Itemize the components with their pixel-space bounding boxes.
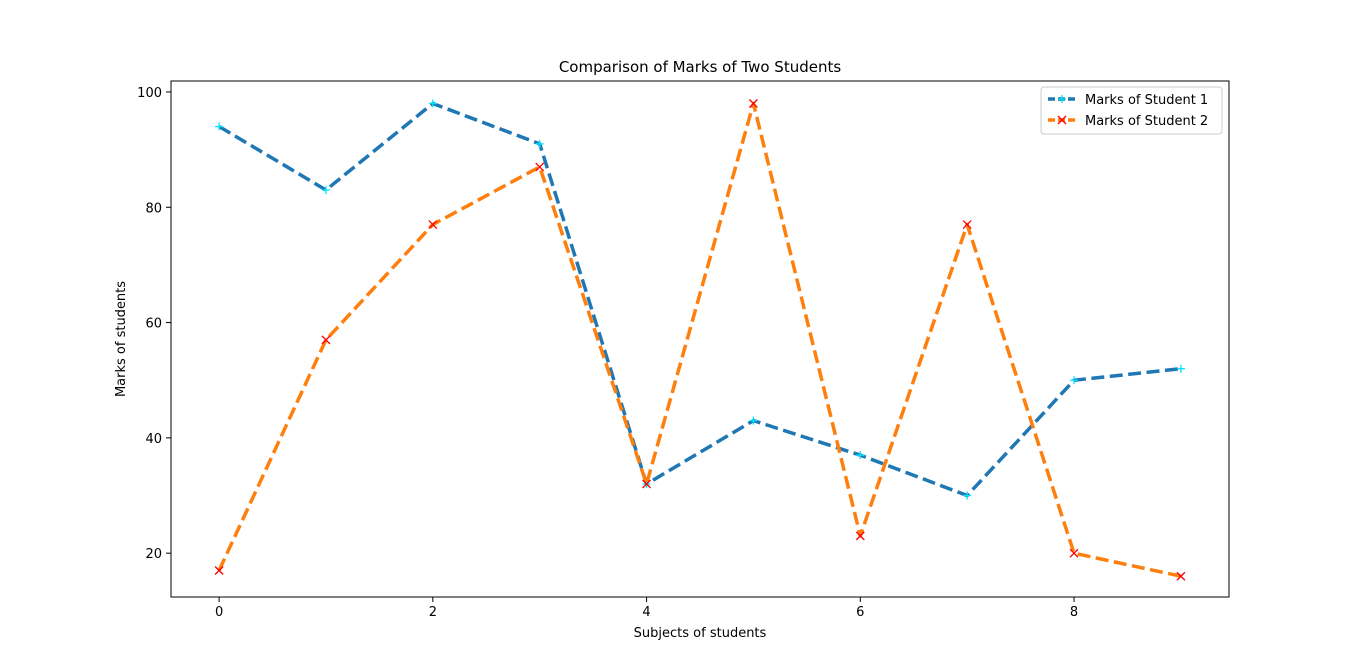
data-point-marker: [856, 451, 865, 460]
data-point-marker: [321, 185, 330, 194]
data-point-marker: [748, 99, 758, 108]
plot-area: [171, 81, 1229, 597]
data-point-marker: [1070, 376, 1079, 385]
data-point-marker: [1176, 571, 1186, 581]
data-point-marker: [749, 416, 758, 425]
data-point-marker: [535, 162, 545, 172]
y-tick-label: 60: [145, 317, 162, 332]
legend-box: [1040, 86, 1223, 135]
data-point-marker: [962, 220, 972, 230]
data-point-marker: [215, 122, 224, 131]
legend-label: Marks of Student 2: [1085, 114, 1208, 129]
y-axis-ticks: 20 40 60 80 100: [137, 86, 171, 562]
data-point-marker: [1069, 548, 1079, 558]
y-tick-label: 100: [137, 86, 162, 101]
legend-entry-1: Marks of Student 1: [1048, 93, 1208, 108]
series-line: [217, 101, 1182, 578]
series-1: [215, 99, 1185, 500]
data-point-marker: [963, 491, 972, 500]
data-point-marker: [214, 566, 224, 575]
x-tick-label: 2: [429, 605, 437, 620]
data-point-marker: [428, 220, 438, 230]
data-point-marker: [428, 99, 437, 108]
plot-frame: [170, 80, 1230, 598]
data-point-marker: [855, 531, 865, 541]
y-tick-label: 80: [145, 201, 162, 216]
x-tick-label: 6: [856, 605, 864, 620]
legend-entry-2: Marks of Student 2: [1048, 114, 1208, 129]
data-point-marker: [1176, 364, 1185, 373]
data-point-marker: [321, 335, 331, 345]
x-tick-label: 8: [1070, 605, 1078, 620]
y-tick-label: 40: [145, 432, 162, 447]
y-tick-label: 20: [145, 547, 162, 562]
x-axis-label: Subjects of students: [634, 626, 767, 641]
chart-title: Comparison of Marks of Two Students: [559, 58, 842, 76]
series-layer: [214, 99, 1186, 581]
x-tick-label: 0: [215, 605, 223, 620]
legend: Marks of Student 1 Marks of Student 2: [1040, 86, 1223, 135]
data-point-marker: [642, 479, 652, 489]
legend-marker: [1057, 115, 1067, 125]
legend-marker: [1058, 95, 1066, 103]
data-point-marker: [535, 139, 544, 148]
x-tick-label: 4: [642, 605, 650, 620]
y-axis-label: Marks of students: [114, 281, 129, 397]
legend-label: Marks of Student 1: [1085, 93, 1208, 108]
series-line: [218, 101, 1182, 498]
x-axis-ticks: 0 2 4 6 8: [215, 597, 1078, 620]
series-2: [214, 99, 1186, 581]
